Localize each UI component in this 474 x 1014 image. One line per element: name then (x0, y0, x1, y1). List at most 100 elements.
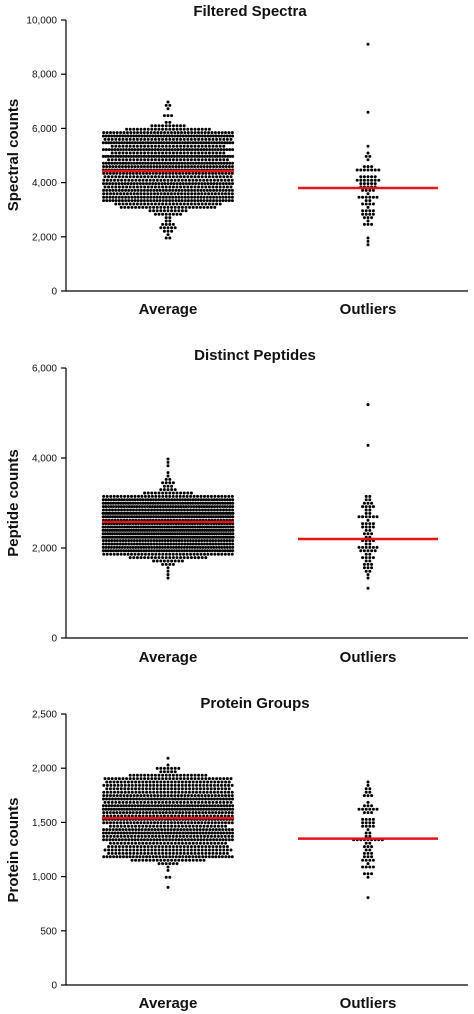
data-point (211, 144, 215, 148)
data-point (366, 168, 370, 172)
data-point (156, 515, 160, 519)
data-point (157, 851, 161, 855)
data-point (136, 804, 140, 808)
data-point (122, 148, 125, 152)
data-point (117, 195, 121, 199)
data-point (220, 141, 224, 145)
data-point (231, 182, 234, 186)
data-point (141, 498, 145, 502)
data-point (172, 528, 175, 532)
data-point (168, 202, 172, 206)
data-point (120, 525, 124, 529)
data-point (134, 831, 138, 835)
data-point (211, 542, 215, 546)
data-point (175, 851, 179, 855)
data-point (180, 539, 184, 543)
data-point (219, 161, 223, 165)
data-point (197, 192, 200, 196)
data-point (122, 141, 126, 145)
data-point (182, 828, 186, 832)
data-point (183, 528, 186, 532)
data-point (198, 532, 202, 536)
data-point (209, 814, 213, 818)
data-point (176, 794, 180, 798)
data-point (202, 824, 206, 828)
data-point (211, 171, 215, 175)
data-point (136, 188, 140, 192)
data-point (373, 168, 377, 172)
data-point (164, 158, 168, 162)
data-point (120, 508, 123, 512)
data-point (377, 168, 381, 172)
data-point (125, 141, 129, 145)
data-point (121, 539, 125, 543)
data-point (152, 841, 156, 845)
data-point (218, 848, 222, 852)
data-point (133, 199, 137, 203)
data-point (128, 175, 132, 179)
data-point (368, 834, 372, 838)
data-point (122, 498, 126, 502)
data-point (162, 114, 166, 118)
data-point (157, 175, 161, 179)
data-point (174, 539, 178, 543)
data-point (103, 185, 107, 189)
data-point (220, 131, 224, 135)
data-point (186, 845, 190, 849)
data-point (147, 508, 150, 512)
data-point (187, 811, 191, 815)
data-point (175, 845, 179, 849)
data-point (114, 158, 118, 162)
data-point (155, 205, 159, 209)
data-point (166, 505, 170, 509)
data-point (150, 777, 154, 781)
data-point (135, 151, 139, 155)
data-point (187, 178, 191, 182)
data-point (169, 182, 173, 186)
data-point (119, 528, 123, 532)
data-point (149, 542, 153, 546)
data-point (202, 787, 206, 791)
data-point (112, 171, 116, 175)
data-point (221, 165, 225, 169)
data-point (139, 175, 143, 179)
data-point (231, 545, 235, 549)
data-point (189, 797, 192, 801)
data-point (148, 134, 152, 138)
data-point (102, 131, 106, 135)
data-point (126, 508, 129, 512)
data-point (129, 182, 133, 186)
data-point (200, 800, 204, 804)
data-point (143, 144, 147, 148)
data-point (230, 838, 234, 842)
data-point (185, 528, 189, 532)
data-point (164, 120, 168, 124)
data-point (143, 137, 147, 141)
data-point (153, 127, 157, 131)
data-point (227, 182, 231, 186)
data-point (206, 205, 210, 209)
data-point (102, 171, 106, 175)
data-point (162, 780, 166, 784)
data-point (138, 178, 141, 182)
data-point (146, 185, 150, 189)
data-point (166, 226, 170, 230)
data-point (205, 165, 209, 169)
data-point (207, 175, 211, 179)
data-point (199, 552, 203, 556)
data-point (161, 845, 165, 849)
data-point (163, 161, 167, 165)
data-point (104, 545, 108, 549)
data-point (117, 800, 121, 804)
data-point (368, 545, 372, 549)
data-point (166, 205, 170, 209)
data-point (159, 858, 163, 862)
data-point (103, 777, 107, 781)
data-point (218, 185, 222, 189)
data-point (161, 838, 165, 842)
data-point (146, 188, 150, 192)
data-point (362, 804, 366, 808)
data-point (166, 182, 170, 186)
data-point (178, 528, 182, 532)
data-point (171, 811, 175, 815)
